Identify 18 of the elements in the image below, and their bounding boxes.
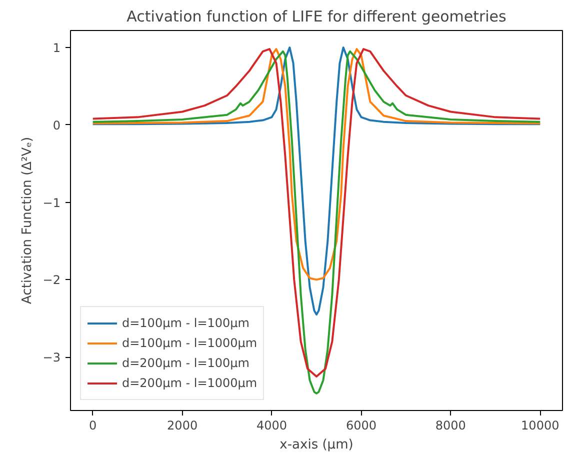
x-axis-title: x-axis (μm) (280, 438, 354, 452)
x-tick-label: 0 (89, 418, 97, 432)
y-tick-label: 0 (52, 118, 61, 132)
legend-label: d=200μm - l=100μm (122, 356, 250, 370)
x-tick-label: 6000 (346, 418, 377, 432)
y-axis-title: Activation Function (Δ²Vₑ) (20, 136, 35, 304)
legend-label: d=100μm - l=1000μm (122, 336, 258, 350)
x-tick-label: 4000 (256, 418, 288, 432)
x-tick-label: 2000 (167, 418, 198, 432)
x-tick-label: 10000 (521, 418, 560, 432)
y-tick-label: −1 (42, 196, 61, 210)
y-tick-label: −2 (42, 273, 61, 288)
legend-label: d=100μm - l=100μm (122, 316, 250, 330)
y-tick-label: −3 (42, 350, 61, 365)
legend-label: d=200μm - l=1000μm (122, 376, 258, 390)
chart-title: Activation function of LIFE for different geometries (126, 8, 507, 26)
y-tick-label: 1 (52, 41, 61, 56)
x-tick-label: 8000 (435, 418, 466, 432)
